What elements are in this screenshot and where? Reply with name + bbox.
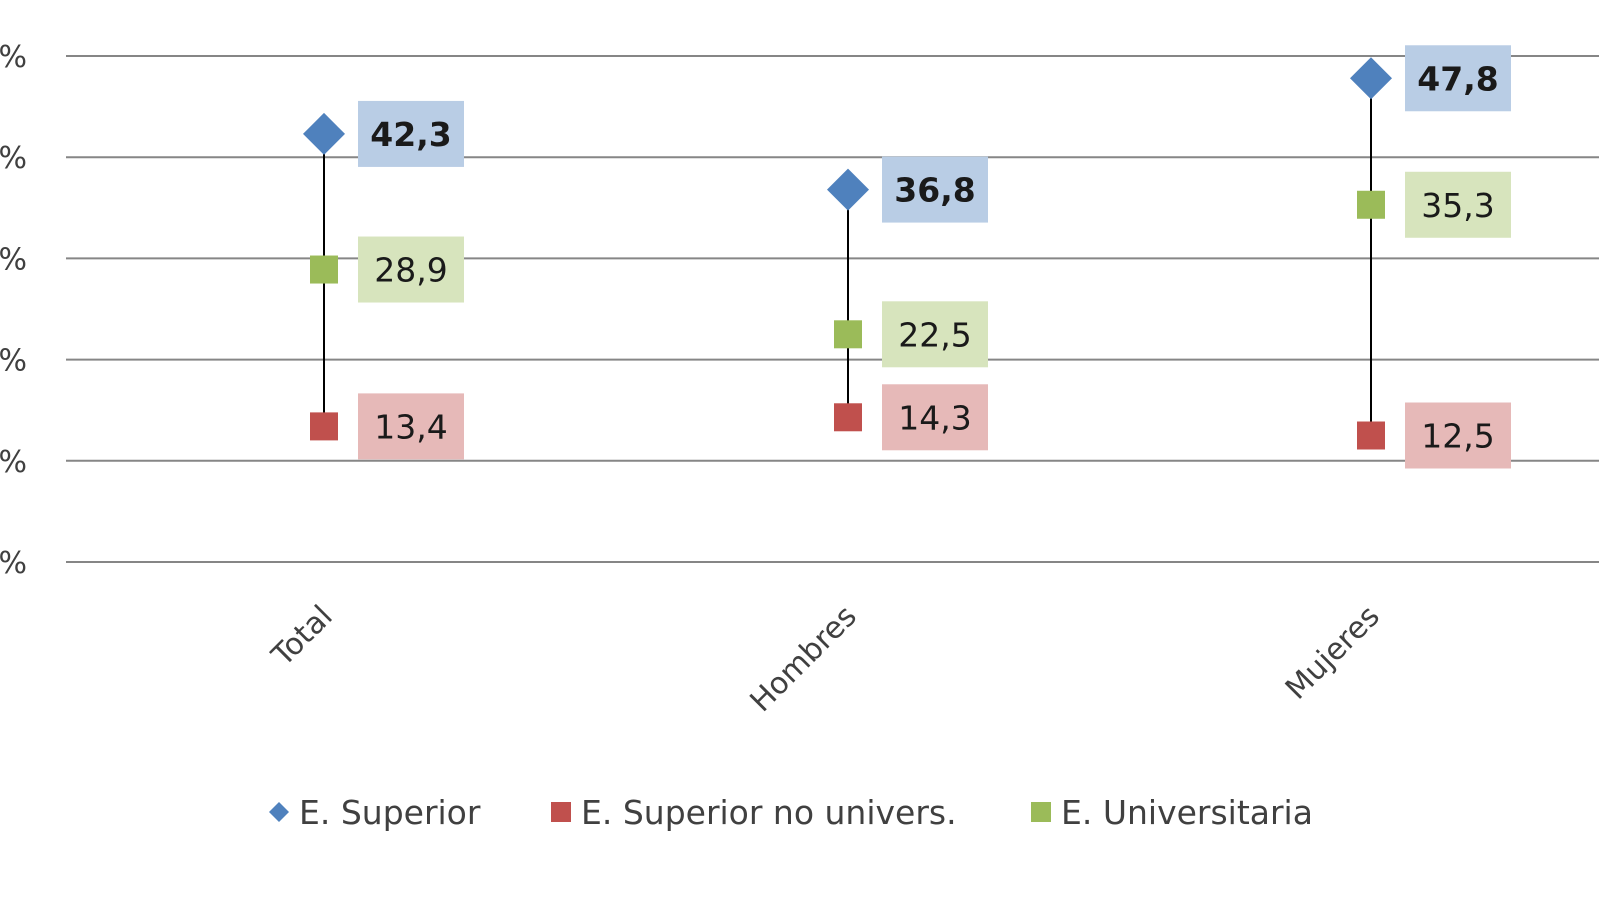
legend-label: E. Universitaria: [1061, 793, 1313, 832]
data-point-diamond: [1350, 57, 1392, 100]
data-label: 35,3: [1421, 186, 1494, 225]
legend-marker-square: [551, 802, 571, 822]
x-tick-label: Hombres: [743, 599, 863, 719]
legend-marker-diamond: [269, 802, 289, 822]
x-tick-label: Total: [265, 599, 340, 674]
data-label: 28,9: [374, 251, 447, 290]
y-tick-label: %: [0, 40, 27, 75]
data-label: 42,3: [370, 115, 451, 154]
data-labels: 42,3 36,8 47,8 13,4 14,3 12,5 28,9 22,5 35,3: [358, 45, 1511, 469]
gridlines: [66, 55, 1599, 563]
data-point-diamond: [303, 112, 345, 155]
legend-marker-square: [1031, 802, 1051, 822]
data-label-box: [882, 301, 988, 368]
y-tick-label: %: [0, 141, 27, 176]
data-label-box: [358, 393, 464, 460]
data-label-box: [1405, 171, 1511, 238]
data-label: 47,8: [1417, 59, 1498, 98]
legend-label: E. Superior: [299, 793, 481, 832]
y-tick-label: %: [0, 546, 27, 581]
range-connectors: [323, 78, 1372, 436]
x-axis-tick-labels: Total Hombres Mujeres: [265, 599, 1387, 719]
data-point-square: [310, 255, 338, 284]
data-label: 36,8: [894, 171, 975, 210]
y-tick-label: %: [0, 445, 27, 480]
legend: E. Superior E. Superior no univers. E. Uni…: [269, 793, 1313, 832]
data-label-box: [1405, 45, 1511, 112]
data-label: 13,4: [374, 407, 447, 446]
data-label: 14,3: [898, 398, 971, 437]
data-point-square: [1357, 421, 1385, 450]
y-axis-tick-labels: %%%%%%: [0, 40, 27, 581]
data-label: 12,5: [1421, 417, 1494, 456]
data-markers: [303, 57, 1392, 450]
data-point-square: [310, 412, 338, 441]
data-point-square: [1357, 190, 1385, 219]
data-point-diamond: [827, 168, 869, 211]
legend-label: E. Superior no univers.: [581, 793, 957, 832]
x-tick-label: Mujeres: [1279, 599, 1387, 707]
data-label-box: [1405, 402, 1511, 469]
data-label-box: [358, 100, 464, 167]
data-point-square: [834, 320, 862, 349]
data-label: 22,5: [898, 315, 971, 354]
data-point-square: [834, 403, 862, 432]
y-tick-label: %: [0, 242, 27, 277]
data-label-box: [882, 156, 988, 223]
y-tick-label: %: [0, 344, 27, 379]
data-label-box: [882, 384, 988, 451]
data-label-box: [358, 236, 464, 303]
